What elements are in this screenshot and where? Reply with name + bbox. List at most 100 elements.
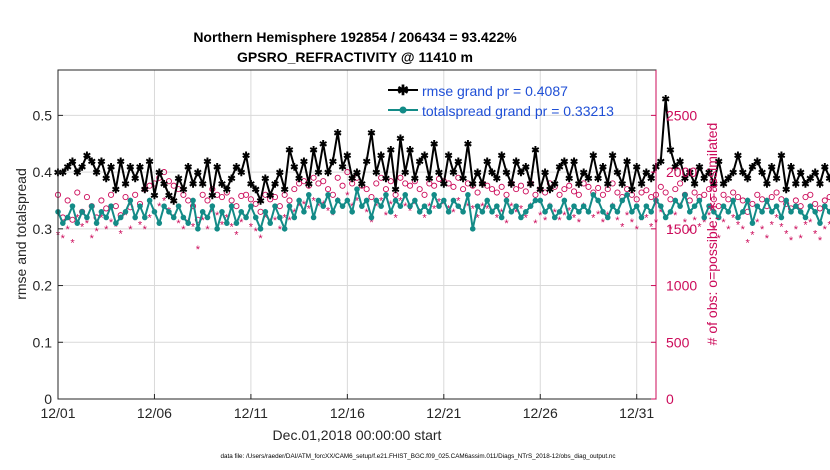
rmse-point: ✱ [483, 157, 492, 168]
obs-assimilated-point: * [774, 212, 779, 224]
totalspread-point [151, 209, 158, 215]
obs-possible-point [488, 186, 496, 193]
totalspread-point [672, 197, 679, 204]
obs-possible-point [595, 184, 602, 192]
totalspread-point [252, 214, 259, 221]
rmse-point: ✱ [469, 179, 478, 190]
obs-possible-point [624, 186, 631, 193]
totalspread-point [768, 209, 775, 215]
obs-possible-point [792, 197, 799, 204]
obs-possible-point [570, 188, 578, 195]
totalspread-point [821, 203, 828, 209]
legend-rmse-marker: ✱ [397, 82, 409, 98]
rmse-point: ✱ [546, 185, 555, 196]
totalspread-point [600, 209, 606, 215]
obs-possible-point [69, 216, 76, 223]
obs-assimilated-point: * [543, 215, 548, 227]
totalspread-point [441, 197, 447, 204]
obs-possible-point [286, 197, 293, 204]
rmse-point: ✱ [276, 168, 285, 179]
obs-assimilated-point: * [625, 210, 630, 222]
rmse-point: ✱ [165, 191, 174, 202]
rmse-point: ✱ [763, 179, 772, 190]
rmse-point: ✱ [406, 145, 415, 156]
obs-assimilated-point: * [297, 201, 302, 213]
totalspread-point [658, 203, 664, 209]
obs-assimilated-point: * [707, 210, 712, 222]
totalspread-point [219, 209, 225, 215]
rmse-point: ✱ [59, 168, 68, 179]
rmse-point: ✱ [459, 174, 468, 185]
rmse-point: ✱ [657, 157, 666, 168]
obs-possible-point [107, 191, 115, 198]
totalspread-point [513, 203, 519, 209]
obs-possible-point [720, 191, 727, 198]
obs-assimilated-point: * [114, 222, 119, 234]
totalspread-point [465, 191, 471, 198]
x-tick-label: 12/26 [523, 405, 558, 421]
y-right-tick-label: 2000 [666, 164, 697, 180]
rmse-point: ✱ [724, 174, 733, 185]
obs-assimilated-point: * [697, 222, 702, 234]
rmse-point: ✱ [493, 174, 502, 185]
totalspread-point [624, 191, 630, 198]
obs-assimilated-point: * [196, 244, 201, 256]
totalspread-point [686, 209, 693, 215]
totalspread-point [156, 220, 163, 226]
totalspread-point [604, 214, 611, 221]
totalspread-point [392, 197, 399, 204]
obs-assimilated-point: * [688, 226, 693, 238]
totalspread-point [662, 214, 669, 221]
obs-assimilated-point: * [799, 233, 804, 245]
obs-assimilated-point: * [471, 203, 476, 215]
totalspread-point [277, 214, 283, 221]
rmse-point: ✱ [362, 157, 371, 168]
rmse-point: ✱ [734, 151, 743, 162]
x-axis-label: Dec.01,2018 00:00:00 start [273, 427, 442, 443]
rmse-point: ✱ [194, 168, 203, 179]
rmse-point: ✱ [671, 162, 680, 173]
obs-assimilated-point: * [485, 203, 490, 215]
obs-possible-point [98, 197, 105, 204]
obs-assimilated-point: * [519, 203, 524, 215]
totalspread-point [580, 203, 587, 209]
totalspread-point [518, 214, 524, 221]
obs-assimilated-point: * [736, 219, 741, 231]
rmse-point: ✱ [666, 145, 675, 156]
totalspread-point [315, 197, 322, 204]
totalspread-point [445, 209, 452, 215]
y-left-tick-label: 0.2 [33, 278, 53, 294]
obs-assimilated-point: * [673, 210, 678, 222]
obs-assimilated-point: * [133, 215, 138, 227]
obs-possible-point [411, 178, 418, 185]
obs-assimilated-point: * [596, 209, 601, 221]
totalspread-point [412, 197, 418, 204]
totalspread-point [416, 209, 423, 215]
rmse-point: ✱ [343, 151, 352, 162]
totalspread-point [209, 203, 216, 209]
obs-possible-point [368, 194, 375, 201]
obs-possible-point [532, 191, 539, 198]
totalspread-point [93, 220, 100, 226]
obs-assimilated-point: * [119, 228, 124, 240]
obs-possible-point [334, 174, 341, 181]
obs-assimilated-point: * [813, 228, 818, 240]
obs-assimilated-point: * [379, 195, 384, 207]
obs-assimilated-point: * [789, 235, 794, 247]
rmse-point: ✱ [121, 179, 130, 190]
rmse-point: ✱ [372, 168, 381, 179]
totalspread-point [383, 191, 389, 198]
rmse-point: ✱ [628, 185, 637, 196]
totalspread-point [214, 226, 220, 232]
obs-assimilated-point: * [659, 207, 664, 219]
totalspread-point [474, 203, 481, 209]
rmse-point: ✱ [314, 168, 323, 179]
obs-assimilated-point: * [249, 222, 254, 234]
rmse-point: ✱ [242, 151, 251, 162]
obs-assimilated-point: * [307, 203, 312, 215]
obs-assimilated-point: * [451, 207, 456, 219]
totalspread-point [84, 214, 90, 221]
totalspread-point [609, 203, 616, 209]
rmse-point: ✱ [227, 174, 236, 185]
obs-assimilated-point: * [263, 212, 268, 224]
